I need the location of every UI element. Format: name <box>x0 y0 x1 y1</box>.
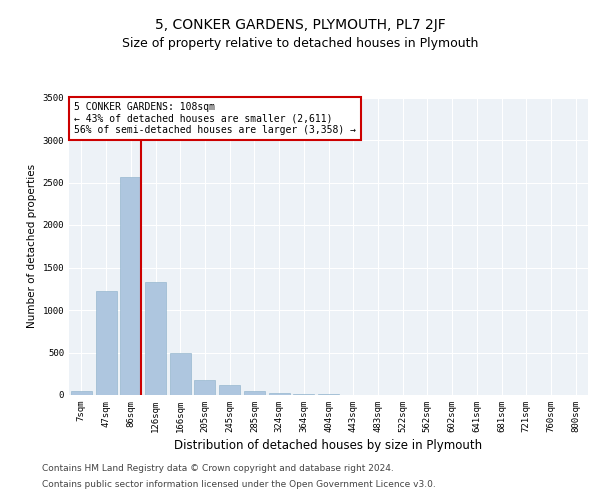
Bar <box>318 394 339 395</box>
Text: Size of property relative to detached houses in Plymouth: Size of property relative to detached ho… <box>122 38 478 51</box>
X-axis label: Distribution of detached houses by size in Plymouth: Distribution of detached houses by size … <box>175 439 482 452</box>
Bar <box>219 385 240 395</box>
Bar <box>71 391 92 395</box>
Bar <box>170 354 191 395</box>
Text: 5, CONKER GARDENS, PLYMOUTH, PL7 2JF: 5, CONKER GARDENS, PLYMOUTH, PL7 2JF <box>155 18 445 32</box>
Bar <box>293 394 314 395</box>
Bar <box>244 391 265 395</box>
Y-axis label: Number of detached properties: Number of detached properties <box>27 164 37 328</box>
Text: 5 CONKER GARDENS: 108sqm
← 43% of detached houses are smaller (2,611)
56% of sem: 5 CONKER GARDENS: 108sqm ← 43% of detach… <box>74 102 356 135</box>
Bar <box>269 394 290 395</box>
Text: Contains public sector information licensed under the Open Government Licence v3: Contains public sector information licen… <box>42 480 436 489</box>
Bar <box>145 282 166 395</box>
Bar <box>95 292 116 395</box>
Bar <box>120 176 141 395</box>
Bar <box>194 380 215 395</box>
Text: Contains HM Land Registry data © Crown copyright and database right 2024.: Contains HM Land Registry data © Crown c… <box>42 464 394 473</box>
